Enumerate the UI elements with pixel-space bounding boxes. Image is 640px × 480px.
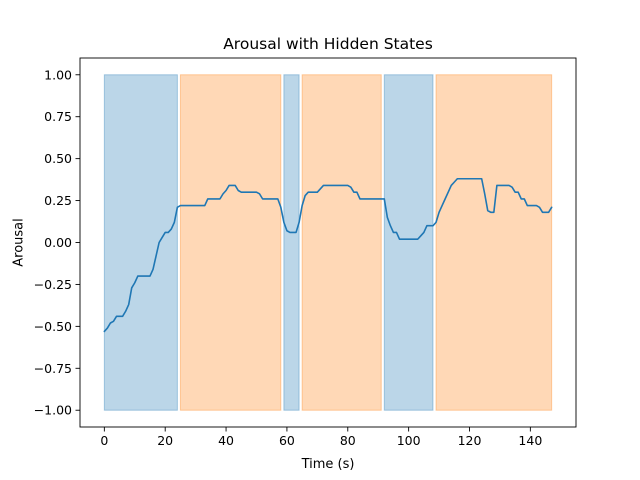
state-span-0 [383,74,434,411]
x-tick-label: 100 [397,433,421,448]
state-span-0 [103,74,178,411]
y-tick-label: 0.25 [44,193,72,208]
y-tick-label: −0.50 [34,319,72,334]
y-axis-label: Arousal [12,218,27,267]
y-axis: −1.00 −0.75 −0.50 −0.25 0.00 0.25 0.50 0.75 1.00 [34,67,80,418]
x-tick-label: 120 [458,433,482,448]
y-tick-label: 0.50 [44,151,72,166]
x-tick-label: 140 [518,433,542,448]
y-tick-label: −0.75 [34,361,72,376]
y-tick-label: −0.25 [34,277,72,292]
y-tick-label: −1.00 [34,403,72,418]
arousal-line [103,177,553,333]
state-span-1 [301,74,382,411]
x-tick-label: 40 [218,433,234,448]
state-span-1 [179,74,282,411]
x-tick-label: 80 [340,433,356,448]
state-span-0 [283,74,300,411]
x-axis: 0 20 40 60 80 100 120 140 [100,427,542,448]
x-axis-label: Time (s) [301,457,355,472]
chart-title: Arousal with Hidden States [223,35,433,53]
x-tick-label: 60 [279,433,295,448]
y-tick-label: 0.75 [44,109,72,124]
y-tick-label: 1.00 [44,67,72,82]
state-span-1 [435,74,553,411]
series-layer [103,177,553,333]
y-tick-label: 0.00 [44,235,72,250]
x-tick-label: 0 [100,433,108,448]
hidden-state-spans [103,74,553,411]
x-tick-label: 20 [157,433,173,448]
